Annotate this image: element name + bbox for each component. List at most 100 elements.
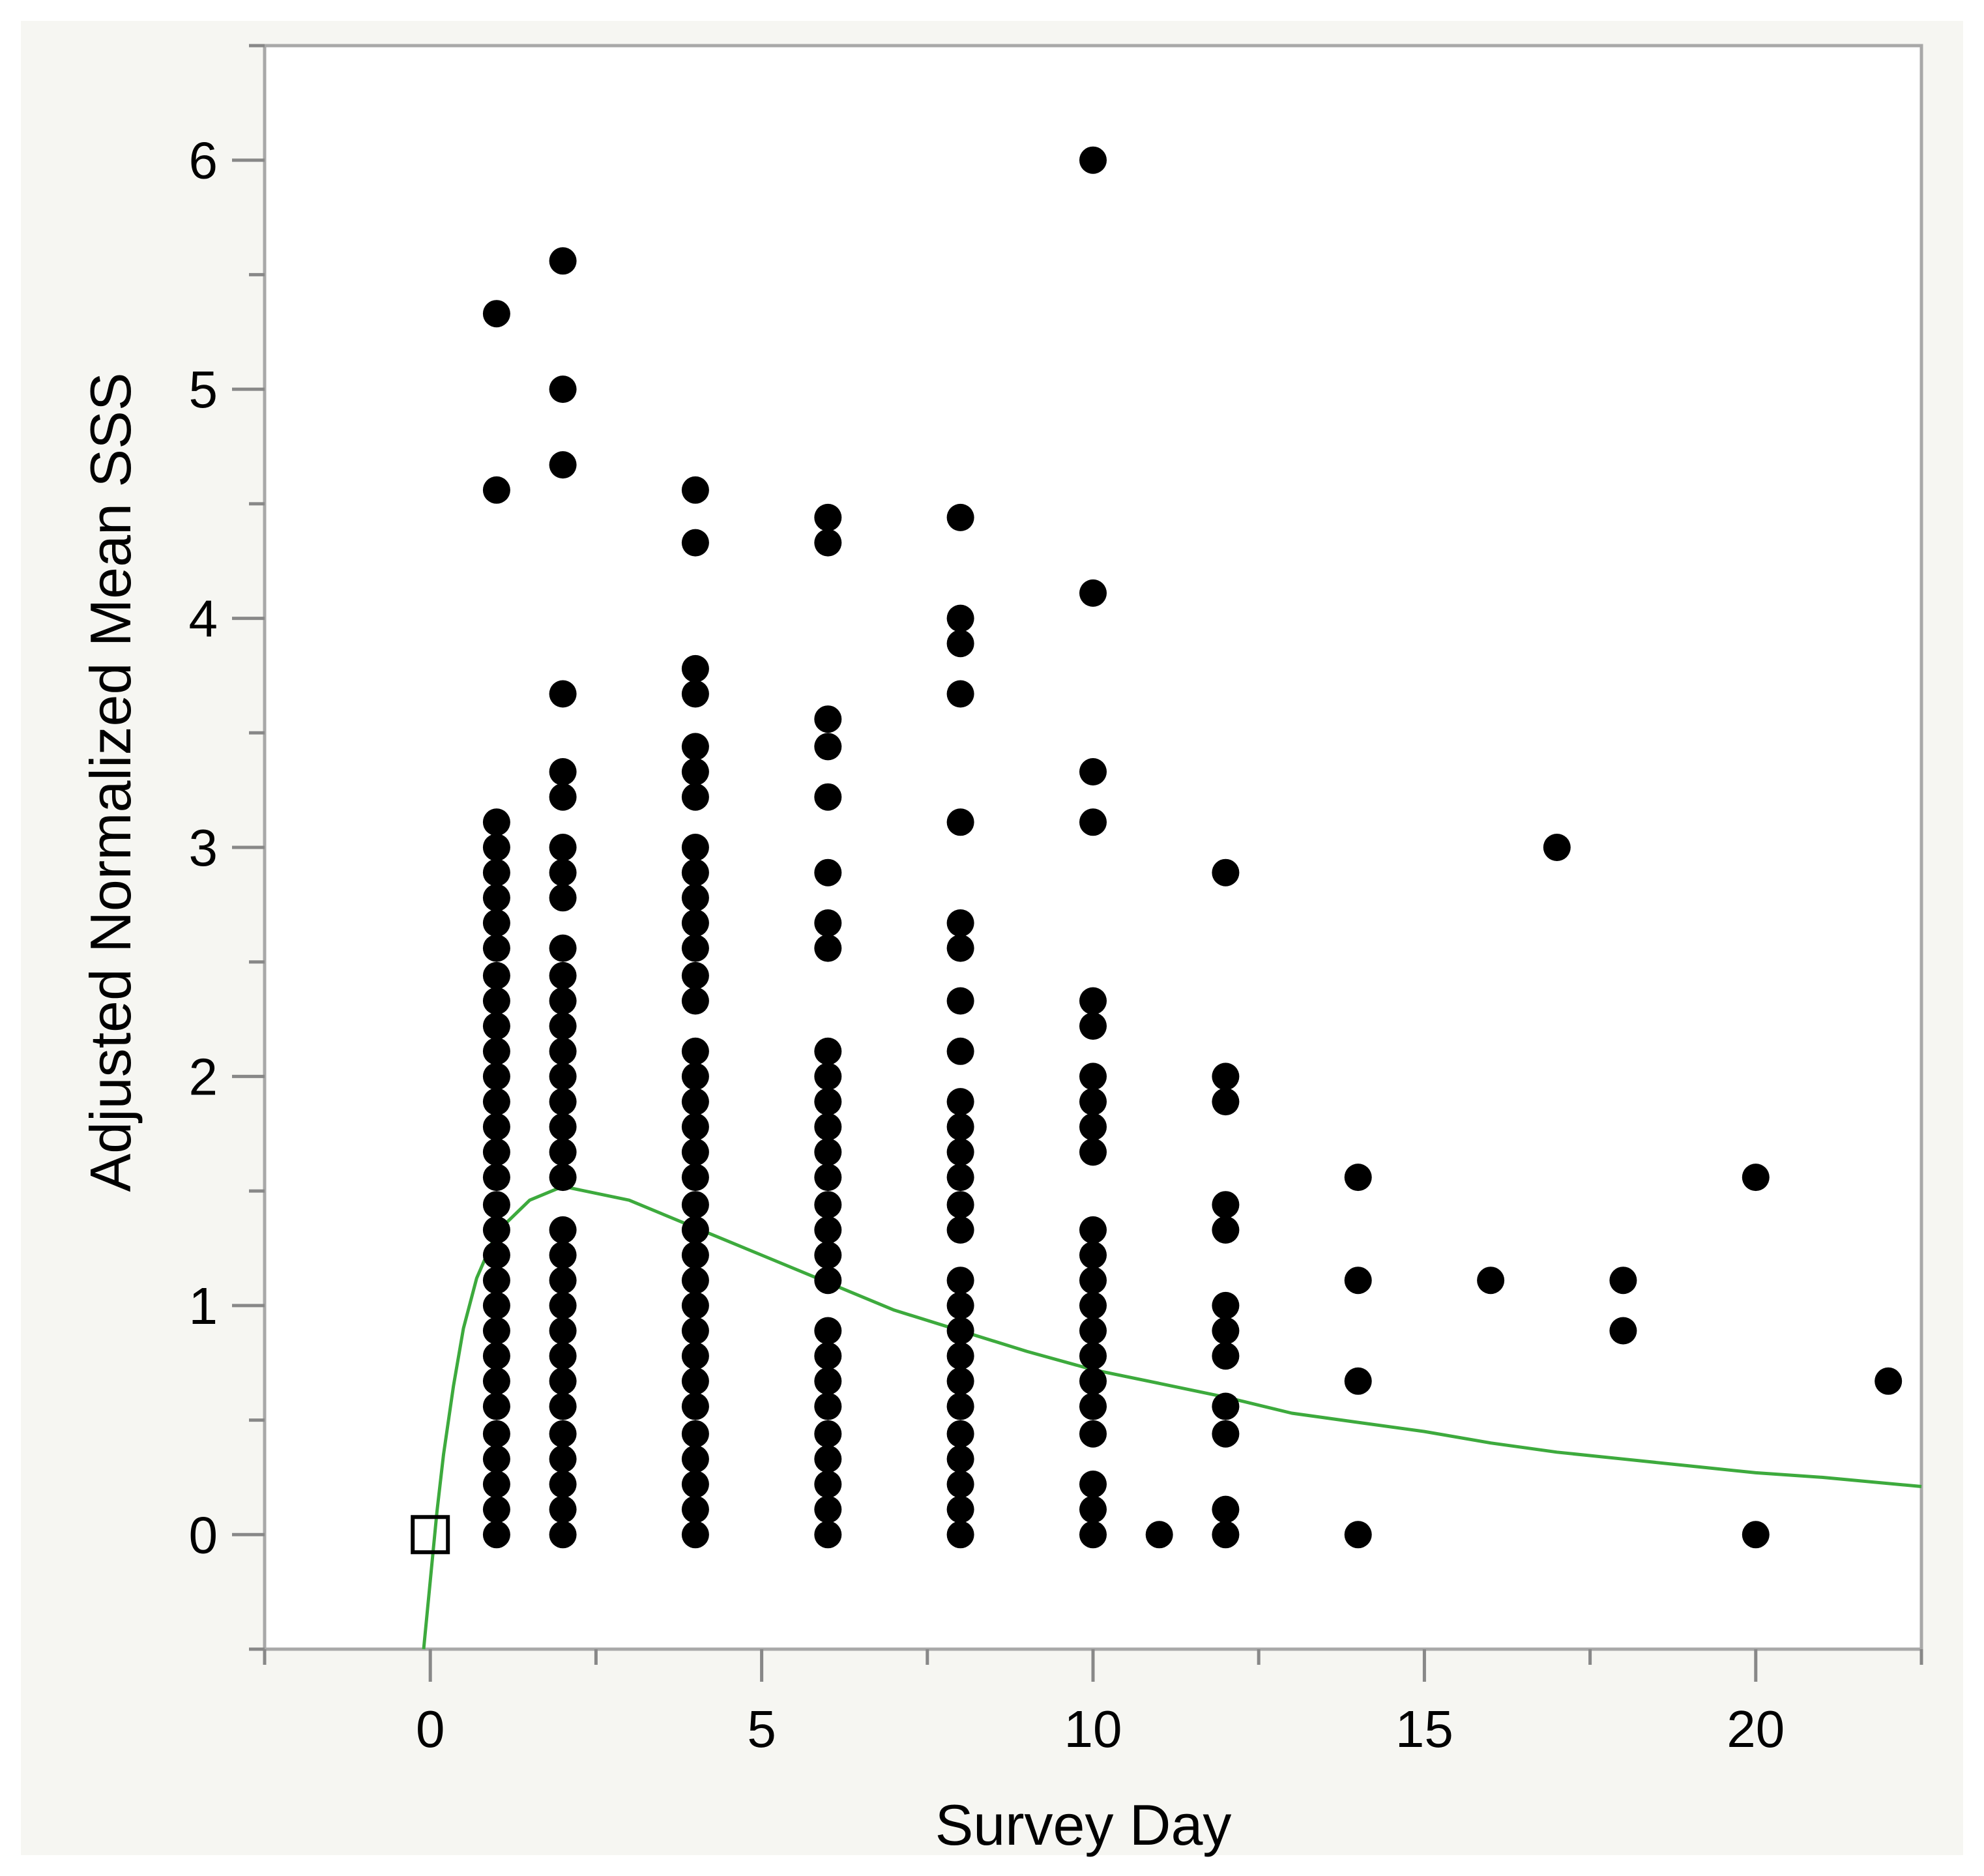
data-point <box>549 884 577 912</box>
data-point <box>1477 1267 1505 1295</box>
y-tick-label: 4 <box>189 590 218 648</box>
data-point <box>814 733 842 761</box>
data-point <box>681 1445 709 1473</box>
data-point <box>1145 1521 1173 1549</box>
data-point <box>549 1342 577 1370</box>
data-point <box>549 1420 577 1448</box>
data-point <box>681 834 709 861</box>
data-point <box>946 1291 974 1319</box>
data-point <box>681 758 709 785</box>
data-point <box>1079 1138 1107 1166</box>
data-point <box>1212 1392 1240 1420</box>
x-tick-label: 20 <box>1727 1700 1785 1758</box>
data-point <box>1609 1267 1637 1295</box>
data-point <box>814 1138 842 1166</box>
data-point <box>814 1088 842 1116</box>
data-point <box>549 1216 577 1244</box>
data-point <box>549 934 577 962</box>
data-point <box>946 1113 974 1141</box>
data-point <box>814 1241 842 1269</box>
data-point <box>549 1113 577 1141</box>
data-point <box>549 1267 577 1295</box>
data-point <box>681 733 709 761</box>
data-point <box>681 680 709 708</box>
data-point <box>946 630 974 658</box>
data-point <box>549 1521 577 1549</box>
data-point <box>946 1521 974 1549</box>
data-point <box>946 909 974 937</box>
y-tick-label: 3 <box>189 819 218 877</box>
x-axis-title: Survey Day <box>935 1793 1232 1857</box>
data-point <box>1079 1088 1107 1116</box>
data-point <box>482 1138 510 1166</box>
data-point <box>1742 1521 1770 1549</box>
data-point <box>1212 1521 1240 1549</box>
y-tick-label: 1 <box>189 1277 218 1335</box>
data-point <box>549 961 577 989</box>
data-point <box>681 1267 709 1295</box>
fitted-curve-layer <box>422 1184 1922 1650</box>
data-point <box>814 1445 842 1473</box>
x-tick-label: 10 <box>1064 1700 1122 1758</box>
data-point <box>814 1216 842 1244</box>
data-point <box>814 1317 842 1345</box>
data-point <box>482 1420 510 1448</box>
data-point <box>681 1037 709 1065</box>
data-point <box>1079 1113 1107 1141</box>
data-point <box>482 834 510 861</box>
data-point <box>814 503 842 531</box>
data-point <box>814 1113 842 1141</box>
data-point <box>681 783 709 811</box>
data-point <box>1079 1471 1107 1498</box>
data-point <box>1212 1342 1240 1370</box>
data-point <box>681 858 709 887</box>
data-point <box>482 1317 510 1345</box>
data-point <box>814 1063 842 1091</box>
data-point <box>946 1445 974 1473</box>
data-point <box>946 1367 974 1395</box>
data-point <box>1212 1420 1240 1448</box>
data-points-layer <box>411 146 1903 1555</box>
data-point <box>814 934 842 962</box>
data-point <box>681 1216 709 1244</box>
data-point <box>814 909 842 937</box>
data-point <box>482 1521 510 1549</box>
data-point <box>1212 1291 1240 1319</box>
data-point <box>1742 1164 1770 1192</box>
y-tick-label: 2 <box>189 1048 218 1106</box>
data-point <box>1079 1317 1107 1345</box>
data-point <box>681 1367 709 1395</box>
y-axis-title: Adjusted Normalized Mean SSS <box>78 372 143 1192</box>
data-point <box>549 1164 577 1192</box>
data-point <box>549 1063 577 1091</box>
data-point <box>681 1063 709 1091</box>
data-point <box>681 987 709 1015</box>
data-point <box>1609 1317 1637 1345</box>
data-point <box>1212 1088 1240 1116</box>
data-point <box>946 1037 974 1065</box>
data-point <box>482 934 510 962</box>
data-point <box>946 1216 974 1244</box>
data-point <box>482 808 510 836</box>
data-point <box>681 1392 709 1420</box>
data-point <box>814 1164 842 1192</box>
data-point <box>1079 146 1107 174</box>
data-point <box>681 1495 709 1523</box>
data-point <box>946 1495 974 1523</box>
data-point <box>1543 834 1571 861</box>
data-point <box>1212 1216 1240 1244</box>
data-point <box>814 1495 842 1523</box>
data-point <box>1875 1367 1903 1395</box>
data-point <box>681 1291 709 1319</box>
data-point <box>1079 758 1107 785</box>
data-point <box>946 1471 974 1498</box>
data-point <box>1079 579 1107 607</box>
data-point <box>681 1164 709 1192</box>
data-point <box>549 783 577 811</box>
data-point <box>482 1216 510 1244</box>
data-point <box>549 451 577 479</box>
data-point <box>814 529 842 557</box>
data-point <box>549 680 577 708</box>
data-point <box>482 1164 510 1192</box>
data-point <box>1344 1164 1372 1192</box>
